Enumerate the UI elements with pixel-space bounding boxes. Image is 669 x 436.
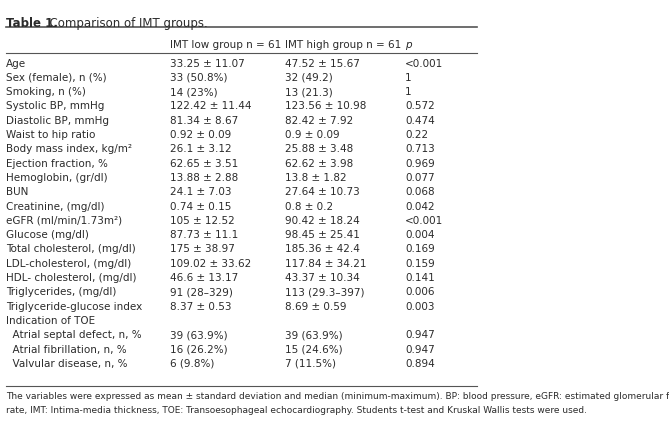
Text: 98.45 ± 25.41: 98.45 ± 25.41	[285, 230, 360, 240]
Text: eGFR (ml/min/1.73m²): eGFR (ml/min/1.73m²)	[6, 216, 122, 226]
Text: Ejection fraction, %: Ejection fraction, %	[6, 159, 108, 169]
Text: 109.02 ± 33.62: 109.02 ± 33.62	[170, 259, 251, 269]
Text: 43.37 ± 10.34: 43.37 ± 10.34	[285, 273, 360, 283]
Text: <0.001: <0.001	[405, 216, 444, 226]
Text: 33 (50.8%): 33 (50.8%)	[170, 73, 227, 83]
Text: 26.1 ± 3.12: 26.1 ± 3.12	[170, 144, 231, 154]
Text: 0.169: 0.169	[405, 245, 435, 255]
Text: 0.006: 0.006	[405, 287, 435, 297]
Text: 13 (21.3): 13 (21.3)	[285, 87, 332, 97]
Text: 185.36 ± 42.4: 185.36 ± 42.4	[285, 245, 360, 255]
Text: Atrial septal defect, n, %: Atrial septal defect, n, %	[6, 330, 142, 340]
Text: Triglyceride-glucose index: Triglyceride-glucose index	[6, 302, 142, 312]
Text: 27.64 ± 10.73: 27.64 ± 10.73	[285, 187, 360, 197]
Text: IMT high group n = 61: IMT high group n = 61	[285, 40, 401, 50]
Text: 0.077: 0.077	[405, 173, 435, 183]
Text: 0.474: 0.474	[405, 116, 435, 126]
Text: Waist to hip ratio: Waist to hip ratio	[6, 130, 96, 140]
Text: 0.572: 0.572	[405, 102, 435, 112]
Text: 25.88 ± 3.48: 25.88 ± 3.48	[285, 144, 353, 154]
Text: 0.068: 0.068	[405, 187, 435, 197]
Text: 32 (49.2): 32 (49.2)	[285, 73, 332, 83]
Text: 13.88 ± 2.88: 13.88 ± 2.88	[170, 173, 238, 183]
Text: 0.947: 0.947	[405, 344, 435, 354]
Text: 0.8 ± 0.2: 0.8 ± 0.2	[285, 201, 333, 211]
Text: Table 1.: Table 1.	[6, 17, 58, 30]
Text: Glucose (mg/dl): Glucose (mg/dl)	[6, 230, 89, 240]
Text: 0.947: 0.947	[405, 330, 435, 340]
Text: 47.52 ± 15.67: 47.52 ± 15.67	[285, 58, 360, 68]
Text: <0.001: <0.001	[405, 58, 444, 68]
Text: Creatinine, (mg/dl): Creatinine, (mg/dl)	[6, 201, 104, 211]
Text: 82.42 ± 7.92: 82.42 ± 7.92	[285, 116, 353, 126]
Text: Valvular disease, n, %: Valvular disease, n, %	[6, 359, 128, 369]
Text: 39 (63.9%): 39 (63.9%)	[170, 330, 227, 340]
Text: Body mass index, kg/m²: Body mass index, kg/m²	[6, 144, 132, 154]
Text: Hemoglobin, (gr/dl): Hemoglobin, (gr/dl)	[6, 173, 108, 183]
Text: 105 ± 12.52: 105 ± 12.52	[170, 216, 234, 226]
Text: Systolic BP, mmHg: Systolic BP, mmHg	[6, 102, 104, 112]
Text: Comparison of IMT groups.: Comparison of IMT groups.	[42, 17, 208, 30]
Text: 91 (28–329): 91 (28–329)	[170, 287, 233, 297]
Text: Triglycerides, (mg/dl): Triglycerides, (mg/dl)	[6, 287, 116, 297]
Text: 0.141: 0.141	[405, 273, 435, 283]
Text: 0.713: 0.713	[405, 144, 435, 154]
Text: 33.25 ± 11.07: 33.25 ± 11.07	[170, 58, 244, 68]
Text: 0.9 ± 0.09: 0.9 ± 0.09	[285, 130, 340, 140]
Text: 6 (9.8%): 6 (9.8%)	[170, 359, 214, 369]
Text: Sex (female), n (%): Sex (female), n (%)	[6, 73, 107, 83]
Text: 0.92 ± 0.09: 0.92 ± 0.09	[170, 130, 231, 140]
Text: 122.42 ± 11.44: 122.42 ± 11.44	[170, 102, 251, 112]
Text: 87.73 ± 11.1: 87.73 ± 11.1	[170, 230, 238, 240]
Text: Indication of TOE: Indication of TOE	[6, 316, 95, 326]
Text: Age: Age	[6, 58, 26, 68]
Text: 46.6 ± 13.17: 46.6 ± 13.17	[170, 273, 238, 283]
Text: 0.042: 0.042	[405, 201, 435, 211]
Text: The variables were expressed as mean ± standard deviation and median (minimum-ma: The variables were expressed as mean ± s…	[6, 392, 669, 401]
Text: 15 (24.6%): 15 (24.6%)	[285, 344, 343, 354]
Text: Atrial fibrillation, n, %: Atrial fibrillation, n, %	[6, 344, 127, 354]
Text: 113 (29.3–397): 113 (29.3–397)	[285, 287, 365, 297]
Text: 123.56 ± 10.98: 123.56 ± 10.98	[285, 102, 367, 112]
Text: 1: 1	[405, 73, 411, 83]
Text: Total cholesterol, (mg/dl): Total cholesterol, (mg/dl)	[6, 245, 136, 255]
Text: 0.22: 0.22	[405, 130, 428, 140]
Text: 8.69 ± 0.59: 8.69 ± 0.59	[285, 302, 347, 312]
Text: IMT low group n = 61: IMT low group n = 61	[170, 40, 281, 50]
Text: 7 (11.5%): 7 (11.5%)	[285, 359, 336, 369]
Text: 0.74 ± 0.15: 0.74 ± 0.15	[170, 201, 231, 211]
Text: 1: 1	[405, 87, 411, 97]
Text: 0.003: 0.003	[405, 302, 435, 312]
Text: 8.37 ± 0.53: 8.37 ± 0.53	[170, 302, 231, 312]
Text: 90.42 ± 18.24: 90.42 ± 18.24	[285, 216, 360, 226]
Text: 0.894: 0.894	[405, 359, 435, 369]
Text: 81.34 ± 8.67: 81.34 ± 8.67	[170, 116, 238, 126]
Text: 175 ± 38.97: 175 ± 38.97	[170, 245, 235, 255]
Text: 24.1 ± 7.03: 24.1 ± 7.03	[170, 187, 231, 197]
Text: 0.159: 0.159	[405, 259, 435, 269]
Text: 16 (26.2%): 16 (26.2%)	[170, 344, 227, 354]
Text: 62.62 ± 3.98: 62.62 ± 3.98	[285, 159, 353, 169]
Text: 14 (23%): 14 (23%)	[170, 87, 217, 97]
Text: Smoking, n (%): Smoking, n (%)	[6, 87, 86, 97]
Text: 13.8 ± 1.82: 13.8 ± 1.82	[285, 173, 347, 183]
Text: p: p	[405, 40, 411, 50]
Text: BUN: BUN	[6, 187, 29, 197]
Text: 117.84 ± 34.21: 117.84 ± 34.21	[285, 259, 367, 269]
Text: Diastolic BP, mmHg: Diastolic BP, mmHg	[6, 116, 109, 126]
Text: 0.004: 0.004	[405, 230, 435, 240]
Text: 39 (63.9%): 39 (63.9%)	[285, 330, 343, 340]
Text: rate, IMT: Intima-media thickness, TOE: Transoesophageal echocardiography. Stude: rate, IMT: Intima-media thickness, TOE: …	[6, 406, 587, 416]
Text: LDL-cholesterol, (mg/dl): LDL-cholesterol, (mg/dl)	[6, 259, 131, 269]
Text: 0.969: 0.969	[405, 159, 435, 169]
Text: HDL- cholesterol, (mg/dl): HDL- cholesterol, (mg/dl)	[6, 273, 136, 283]
Text: 62.65 ± 3.51: 62.65 ± 3.51	[170, 159, 238, 169]
